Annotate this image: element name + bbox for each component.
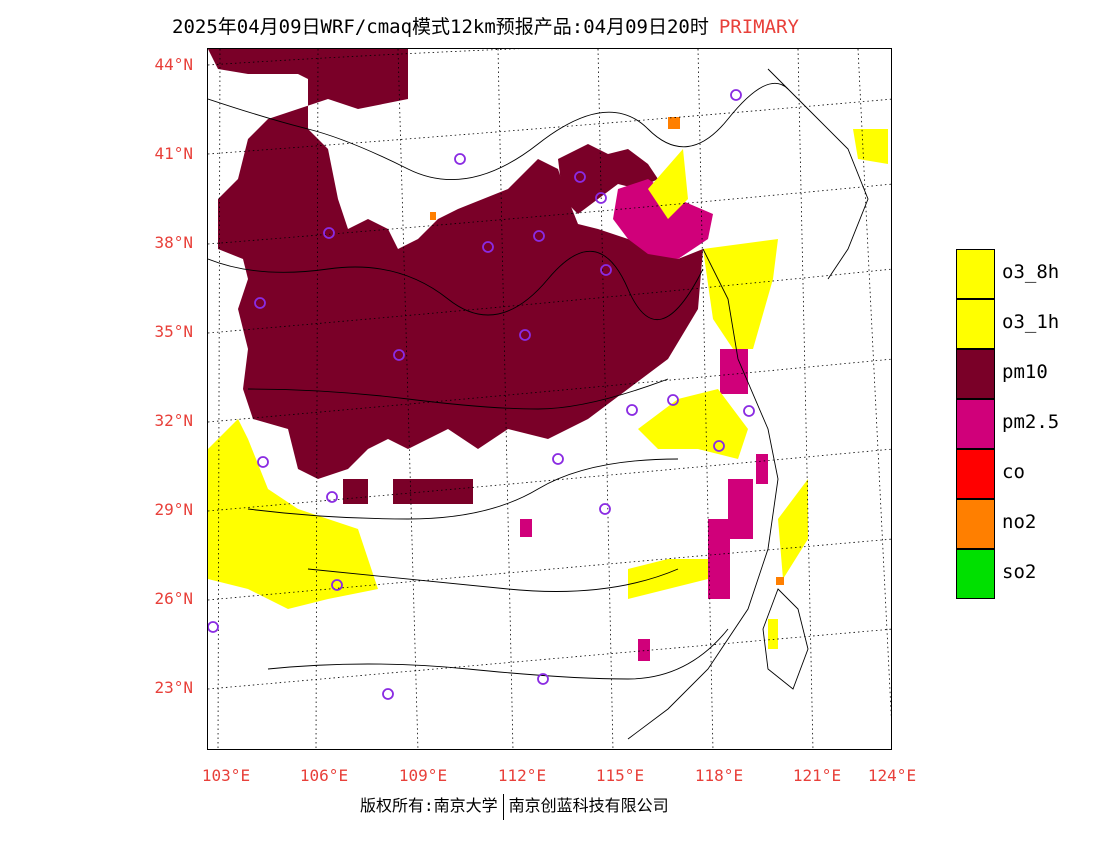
- title-primary-tag: PRIMARY: [718, 16, 799, 38]
- lon-label-106: 106°E: [299, 766, 349, 785]
- copyright: 版权所有:南京大学 南京创蓝科技有限公司: [360, 792, 669, 820]
- legend-swatch-o3-1h: [956, 299, 995, 349]
- legend-label-so2: so2: [1002, 561, 1037, 583]
- lat-label-41: 41°N: [154, 144, 193, 163]
- legend-label-pm10: pm10: [1002, 361, 1048, 383]
- copyright-separator: [502, 793, 504, 820]
- legend-swatch-no2: [956, 499, 995, 549]
- province-boundaries: [208, 68, 869, 740]
- no2-dots: [430, 117, 784, 585]
- lat-label-44: 44°N: [154, 55, 193, 74]
- map-title: 2025年04月09日WRF/cmaq模式12km预报产品:04月09日20时 P…: [172, 12, 799, 39]
- lat-label-23: 23°N: [154, 678, 193, 697]
- legend-label-pm25: pm2.5: [1002, 411, 1060, 433]
- lon-label-112: 112°E: [497, 766, 547, 785]
- title-main: 2025年04月09日WRF/cmaq模式12km预报产品:04月09日20时: [172, 16, 709, 38]
- lat-label-29: 29°N: [154, 500, 193, 519]
- legend-label-o3-1h: o3_1h: [1002, 311, 1060, 333]
- legend-swatch-o3-8h: [956, 249, 995, 299]
- legend-label-co: co: [1002, 461, 1025, 483]
- pm25-patches: [520, 179, 768, 661]
- lon-label-103: 103°E: [201, 766, 251, 785]
- station-markers: [208, 89, 755, 700]
- map-area: [207, 48, 892, 750]
- legend-label-o3-8h: o3_8h: [1002, 261, 1060, 283]
- lat-label-38: 38°N: [154, 233, 193, 252]
- lat-label-32: 32°N: [154, 411, 193, 430]
- legend-swatch-so2: [956, 549, 995, 599]
- lon-label-115: 115°E: [595, 766, 645, 785]
- copyright-right: 南京创蓝科技有限公司: [508, 796, 669, 815]
- lat-label-26: 26°N: [154, 589, 193, 608]
- lat-label-35: 35°N: [154, 322, 193, 341]
- legend-swatch-pm10: [956, 349, 995, 399]
- lon-label-121: 121°E: [792, 766, 842, 785]
- legend-swatch-co: [956, 449, 995, 499]
- lon-label-124: 124°E: [867, 766, 917, 785]
- pm10-region: [208, 49, 703, 504]
- graticule: [208, 49, 891, 749]
- legend-swatch-pm25: [956, 399, 995, 449]
- copyright-left: 版权所有:南京大学: [360, 796, 498, 815]
- legend-label-no2: no2: [1002, 511, 1037, 533]
- lon-label-109: 109°E: [398, 766, 448, 785]
- pollution-map: [208, 49, 891, 749]
- lon-label-118: 118°E: [694, 766, 744, 785]
